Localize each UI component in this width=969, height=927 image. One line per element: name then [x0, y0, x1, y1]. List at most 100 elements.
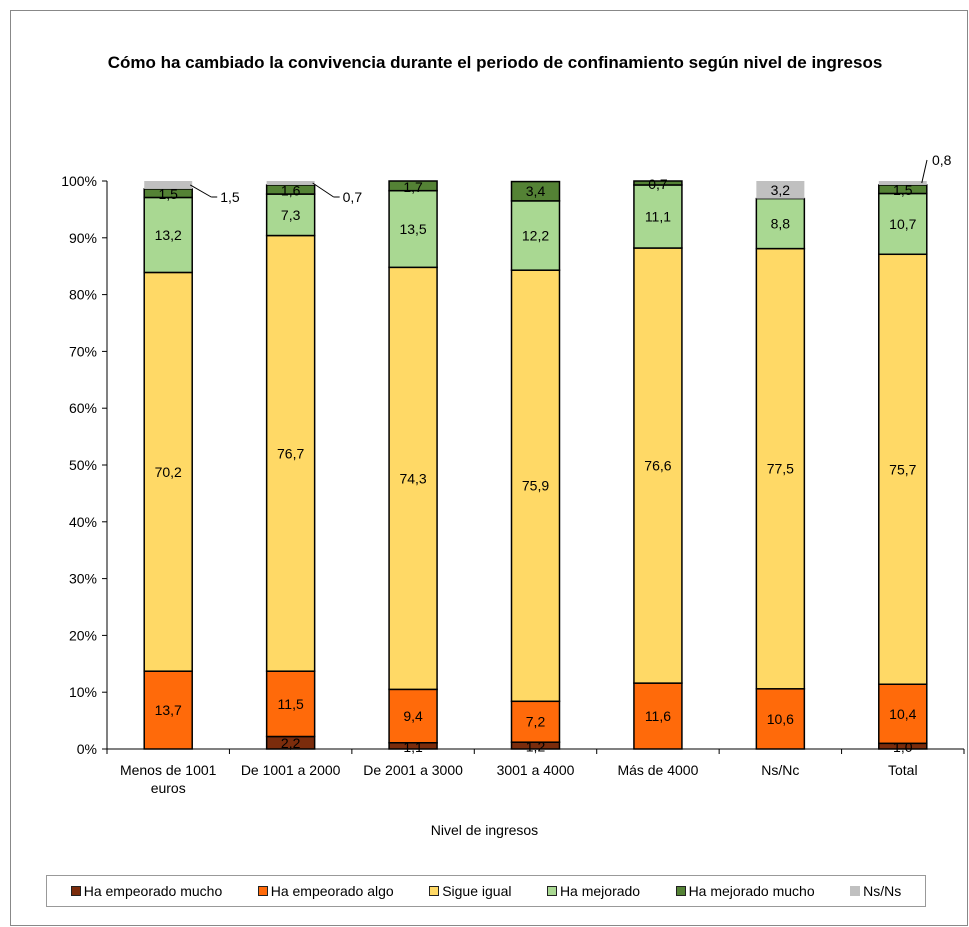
legend-swatch: [675, 886, 686, 896]
y-tick-label: 20%: [69, 627, 97, 643]
bar-segment: [510, 269, 561, 703]
bar-segment: [510, 180, 561, 202]
bar-segment: [144, 181, 193, 189]
data-label: 0,7: [343, 189, 363, 205]
data-label: 1,6: [281, 183, 301, 199]
x-axis-title: Nivel de ingresos: [430, 822, 539, 838]
data-label: 3,4: [526, 183, 546, 199]
callout-line: [921, 159, 928, 184]
data-label: 75,7: [889, 461, 916, 477]
data-label: 76,6: [644, 458, 671, 474]
legend-item: Ha mejorado: [546, 883, 641, 899]
y-tick-label: 80%: [69, 287, 97, 303]
callout-line: [189, 184, 212, 198]
data-label: 3,2: [771, 182, 791, 198]
bar-segment: [265, 670, 316, 738]
x-tick-label: Más de 4000: [617, 762, 698, 778]
x-tick-label: De 1001 a 2000: [241, 762, 341, 778]
data-label: 77,5: [767, 461, 794, 477]
bar-segment: [755, 688, 806, 750]
y-tick-label: 90%: [69, 230, 97, 246]
data-label: 1,5: [158, 186, 178, 202]
bar-segment: [388, 180, 438, 192]
legend-item: Sigue igual: [429, 883, 511, 899]
legend-label: Ha mejorado mucho: [688, 883, 815, 899]
bar-segment: [878, 253, 928, 685]
legend-swatch: [429, 886, 440, 896]
x-tick-label: Ns/Nc: [761, 762, 799, 778]
legend-label: Ha mejorado: [559, 883, 641, 899]
bar-segment: [265, 234, 316, 672]
legend-label: Ha empeorado algo: [270, 883, 394, 899]
bar-segment: [633, 682, 683, 750]
data-label: 2,2: [281, 735, 301, 751]
bar-segment: [878, 192, 928, 256]
legend-item: Ha empeorado mucho: [70, 883, 223, 899]
data-label: 7,3: [281, 207, 301, 223]
x-tick-label: euros: [151, 780, 186, 796]
bar-segment: [510, 200, 561, 271]
legend-swatch: [257, 886, 268, 896]
data-label: 10,4: [889, 706, 916, 722]
y-tick-label: 50%: [69, 457, 97, 473]
y-tick-label: 40%: [69, 514, 97, 530]
legend-swatch: [546, 886, 557, 896]
data-label: 13,5: [399, 221, 426, 237]
data-label: 11,5: [278, 696, 304, 712]
bar-segment: [755, 197, 806, 250]
data-label: 1,5: [893, 182, 913, 198]
x-tick-label: Total: [888, 762, 918, 778]
bar-segment: [143, 271, 193, 672]
bar-segment: [266, 181, 315, 185]
x-tick-label: Menos de 1001: [120, 762, 217, 778]
data-label: 10,7: [889, 216, 916, 232]
bar-segment: [388, 189, 438, 269]
y-tick-label: 10%: [69, 684, 97, 700]
bar-segment: [755, 247, 806, 690]
data-label: 9,4: [403, 708, 423, 724]
bar-segment: [510, 700, 561, 743]
bar-segment: [633, 180, 683, 186]
data-label: 0,8: [932, 152, 952, 168]
bar-segment: [633, 184, 683, 249]
data-label: 1,5: [220, 189, 240, 205]
bar-segment: [878, 683, 928, 745]
legend-item: Ha mejorado mucho: [675, 883, 815, 899]
legend-label: Sigue igual: [442, 883, 512, 899]
y-tick-label: 0%: [77, 741, 97, 757]
bar-segment: [633, 247, 683, 684]
data-label: 12,2: [522, 228, 549, 244]
chart-title: Cómo ha cambiado la convivencia durante …: [107, 53, 883, 72]
legend-label: Ns/Ns: [863, 883, 902, 899]
y-tick-label: 70%: [69, 343, 97, 359]
bar-segment: [143, 196, 193, 274]
x-tick-label: 3001 a 4000: [497, 762, 575, 778]
callout-line: [312, 182, 334, 198]
bar-segment: [265, 193, 316, 237]
legend-item: Ha empeorado algo: [257, 883, 394, 899]
data-label: 1,7: [403, 179, 423, 195]
y-tick-label: 30%: [69, 571, 97, 587]
data-label: 74,3: [399, 470, 426, 486]
data-label: 76,7: [277, 445, 304, 461]
data-label: 11,1: [645, 209, 671, 225]
data-label: 13,2: [155, 227, 182, 243]
legend-item: Ns/Ns: [850, 883, 901, 899]
data-label: 8,8: [771, 216, 791, 232]
y-tick-label: 100%: [61, 173, 97, 189]
legend-swatch: [850, 886, 861, 896]
data-label: 13,7: [155, 702, 182, 718]
data-label: 0,7: [648, 176, 668, 192]
legend: Ha empeorado mucho Ha empeorado algo Sigue…: [46, 875, 926, 907]
bar-segment: [143, 670, 193, 750]
x-tick-label: De 2001 a 3000: [363, 762, 463, 778]
bar-segment: [388, 688, 438, 744]
legend-label: Ha empeorado mucho: [83, 883, 223, 899]
data-label: 75,9: [522, 478, 549, 494]
legend-swatch: [70, 886, 81, 896]
data-label: 10,6: [767, 711, 794, 727]
data-label: 7,2: [526, 714, 546, 730]
bar-segment: [388, 266, 438, 691]
data-label: 11,6: [645, 708, 671, 724]
